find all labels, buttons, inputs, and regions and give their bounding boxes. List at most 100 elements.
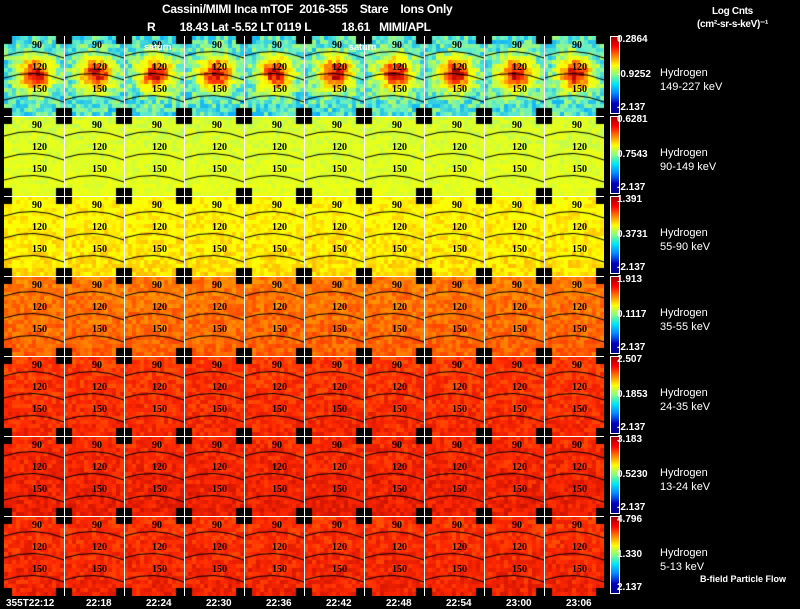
image-cell: 90 120 150: [544, 516, 604, 596]
energy-range: 149-227 keV: [660, 81, 723, 93]
contour-label: 150: [392, 164, 407, 175]
image-cell: 90 120 150: [424, 116, 484, 196]
grid-divider: [424, 36, 425, 596]
contour-label: 150: [272, 564, 287, 575]
contour-label: 90: [512, 280, 522, 291]
contour-label: 150: [212, 164, 227, 175]
contour-label: 150: [152, 84, 167, 95]
contour-label: 120: [152, 142, 167, 153]
grid-divider: [4, 436, 604, 437]
contour-label: 150: [332, 84, 347, 95]
contour-label: 150: [332, 244, 347, 255]
species-name: Hydrogen: [660, 307, 708, 319]
contour-label: 120: [332, 222, 347, 233]
contour-label: 120: [32, 382, 47, 393]
contour-label: 90: [452, 120, 462, 131]
grid-divider: [4, 516, 604, 517]
image-cell: 90 120 150: [64, 516, 124, 596]
colorbar-min-value: -2.137: [617, 502, 646, 513]
species-energy-label: Hydrogen 149-227 keV: [660, 66, 722, 94]
contour-label: 120: [572, 542, 587, 553]
contour-label: 150: [212, 404, 227, 415]
contour-label: 150: [452, 84, 467, 95]
colorbar-mid-value: 0.1117: [617, 309, 647, 320]
contour-label: 90: [572, 120, 582, 131]
colorbar: [610, 436, 620, 514]
contour-label: 90: [212, 280, 222, 291]
contour-label: 120: [452, 382, 467, 393]
image-cell: 90 120 150: [184, 356, 244, 436]
contour-label: 120: [272, 542, 287, 553]
contour-label: 120: [212, 62, 227, 73]
image-cell: 90 120 150: [244, 436, 304, 516]
contour-label: 120: [212, 462, 227, 473]
contour-label: 90: [152, 200, 162, 211]
contour-label: 120: [92, 462, 107, 473]
contour-label: 90: [572, 360, 582, 371]
contour-label: 120: [452, 222, 467, 233]
image-cell: 90 120 150: [304, 356, 364, 436]
image-cell: 90 120 150: [244, 516, 304, 596]
contour-label: 120: [212, 542, 227, 553]
image-cell: 90 120 150: [4, 196, 64, 276]
contour-label: 90: [32, 40, 42, 51]
contour-label: 90: [152, 40, 162, 51]
contour-label: 120: [392, 222, 407, 233]
contour-label: 150: [512, 324, 527, 335]
image-cell: 90 120 150: [304, 516, 364, 596]
contour-label: 90: [92, 440, 102, 451]
contour-label: 90: [92, 200, 102, 211]
image-cell: 90 120 150: [364, 196, 424, 276]
contour-label: 90: [572, 520, 582, 531]
colorbar-min-value: -2.137: [617, 422, 646, 433]
contour-label: 150: [512, 564, 527, 575]
contour-label: 120: [392, 382, 407, 393]
contour-label: 90: [572, 280, 582, 291]
contour-label: 120: [332, 382, 347, 393]
image-cell: 90 120 150: [544, 116, 604, 196]
contour-label: 120: [512, 142, 527, 153]
contour-label: 90: [332, 360, 342, 371]
energy-range: 5-13 keV: [660, 561, 705, 573]
contour-label: 90: [32, 440, 42, 451]
contour-label: 150: [152, 404, 167, 415]
image-cell: 90 120 150: [184, 516, 244, 596]
contour-label: 120: [212, 222, 227, 233]
species-name: Hydrogen: [660, 67, 708, 79]
image-cell: 90 120 150: [304, 36, 364, 116]
image-cell: 90 120 150: [64, 116, 124, 196]
contour-label: 150: [452, 564, 467, 575]
energy-range: 35-55 keV: [660, 321, 711, 333]
grid-divider: [4, 356, 604, 357]
image-cell: 90 120 150: [544, 276, 604, 356]
image-cell: 90 120 150: [124, 436, 184, 516]
species-name: Hydrogen: [660, 547, 708, 559]
contour-label: 120: [452, 302, 467, 313]
image-cell: 90 120 150: [4, 356, 64, 436]
energy-range: 90-149 keV: [660, 161, 717, 173]
colorbar-units-label: Log Cnts: [712, 6, 753, 17]
contour-label: 90: [152, 280, 162, 291]
time-tick-label: 23:06: [566, 598, 592, 609]
contour-label: 150: [92, 84, 107, 95]
image-cell: 90 120 150: [544, 356, 604, 436]
contour-label: 150: [452, 404, 467, 415]
image-cell: 90 120 150: [364, 116, 424, 196]
contour-label: 150: [572, 484, 587, 495]
contour-label: 150: [512, 484, 527, 495]
time-tick-label: 22:24: [146, 598, 172, 609]
colorbar-mid-value: -0.9252: [617, 69, 651, 80]
contour-label: 90: [512, 520, 522, 531]
contour-label: 120: [452, 142, 467, 153]
image-cell: 90 120 150: [484, 116, 544, 196]
image-cell: 90 120 150: [364, 356, 424, 436]
contour-label: 150: [272, 164, 287, 175]
image-cell: 90 120 150: [484, 436, 544, 516]
image-cell: 90 120 150: [124, 516, 184, 596]
contour-label: 150: [272, 484, 287, 495]
contour-label: 90: [92, 520, 102, 531]
contour-label: 90: [332, 120, 342, 131]
colorbar-mid-value: 0.1853: [617, 389, 648, 400]
species-energy-label: Hydrogen 55-90 keV: [660, 226, 710, 254]
contour-label: 150: [92, 404, 107, 415]
